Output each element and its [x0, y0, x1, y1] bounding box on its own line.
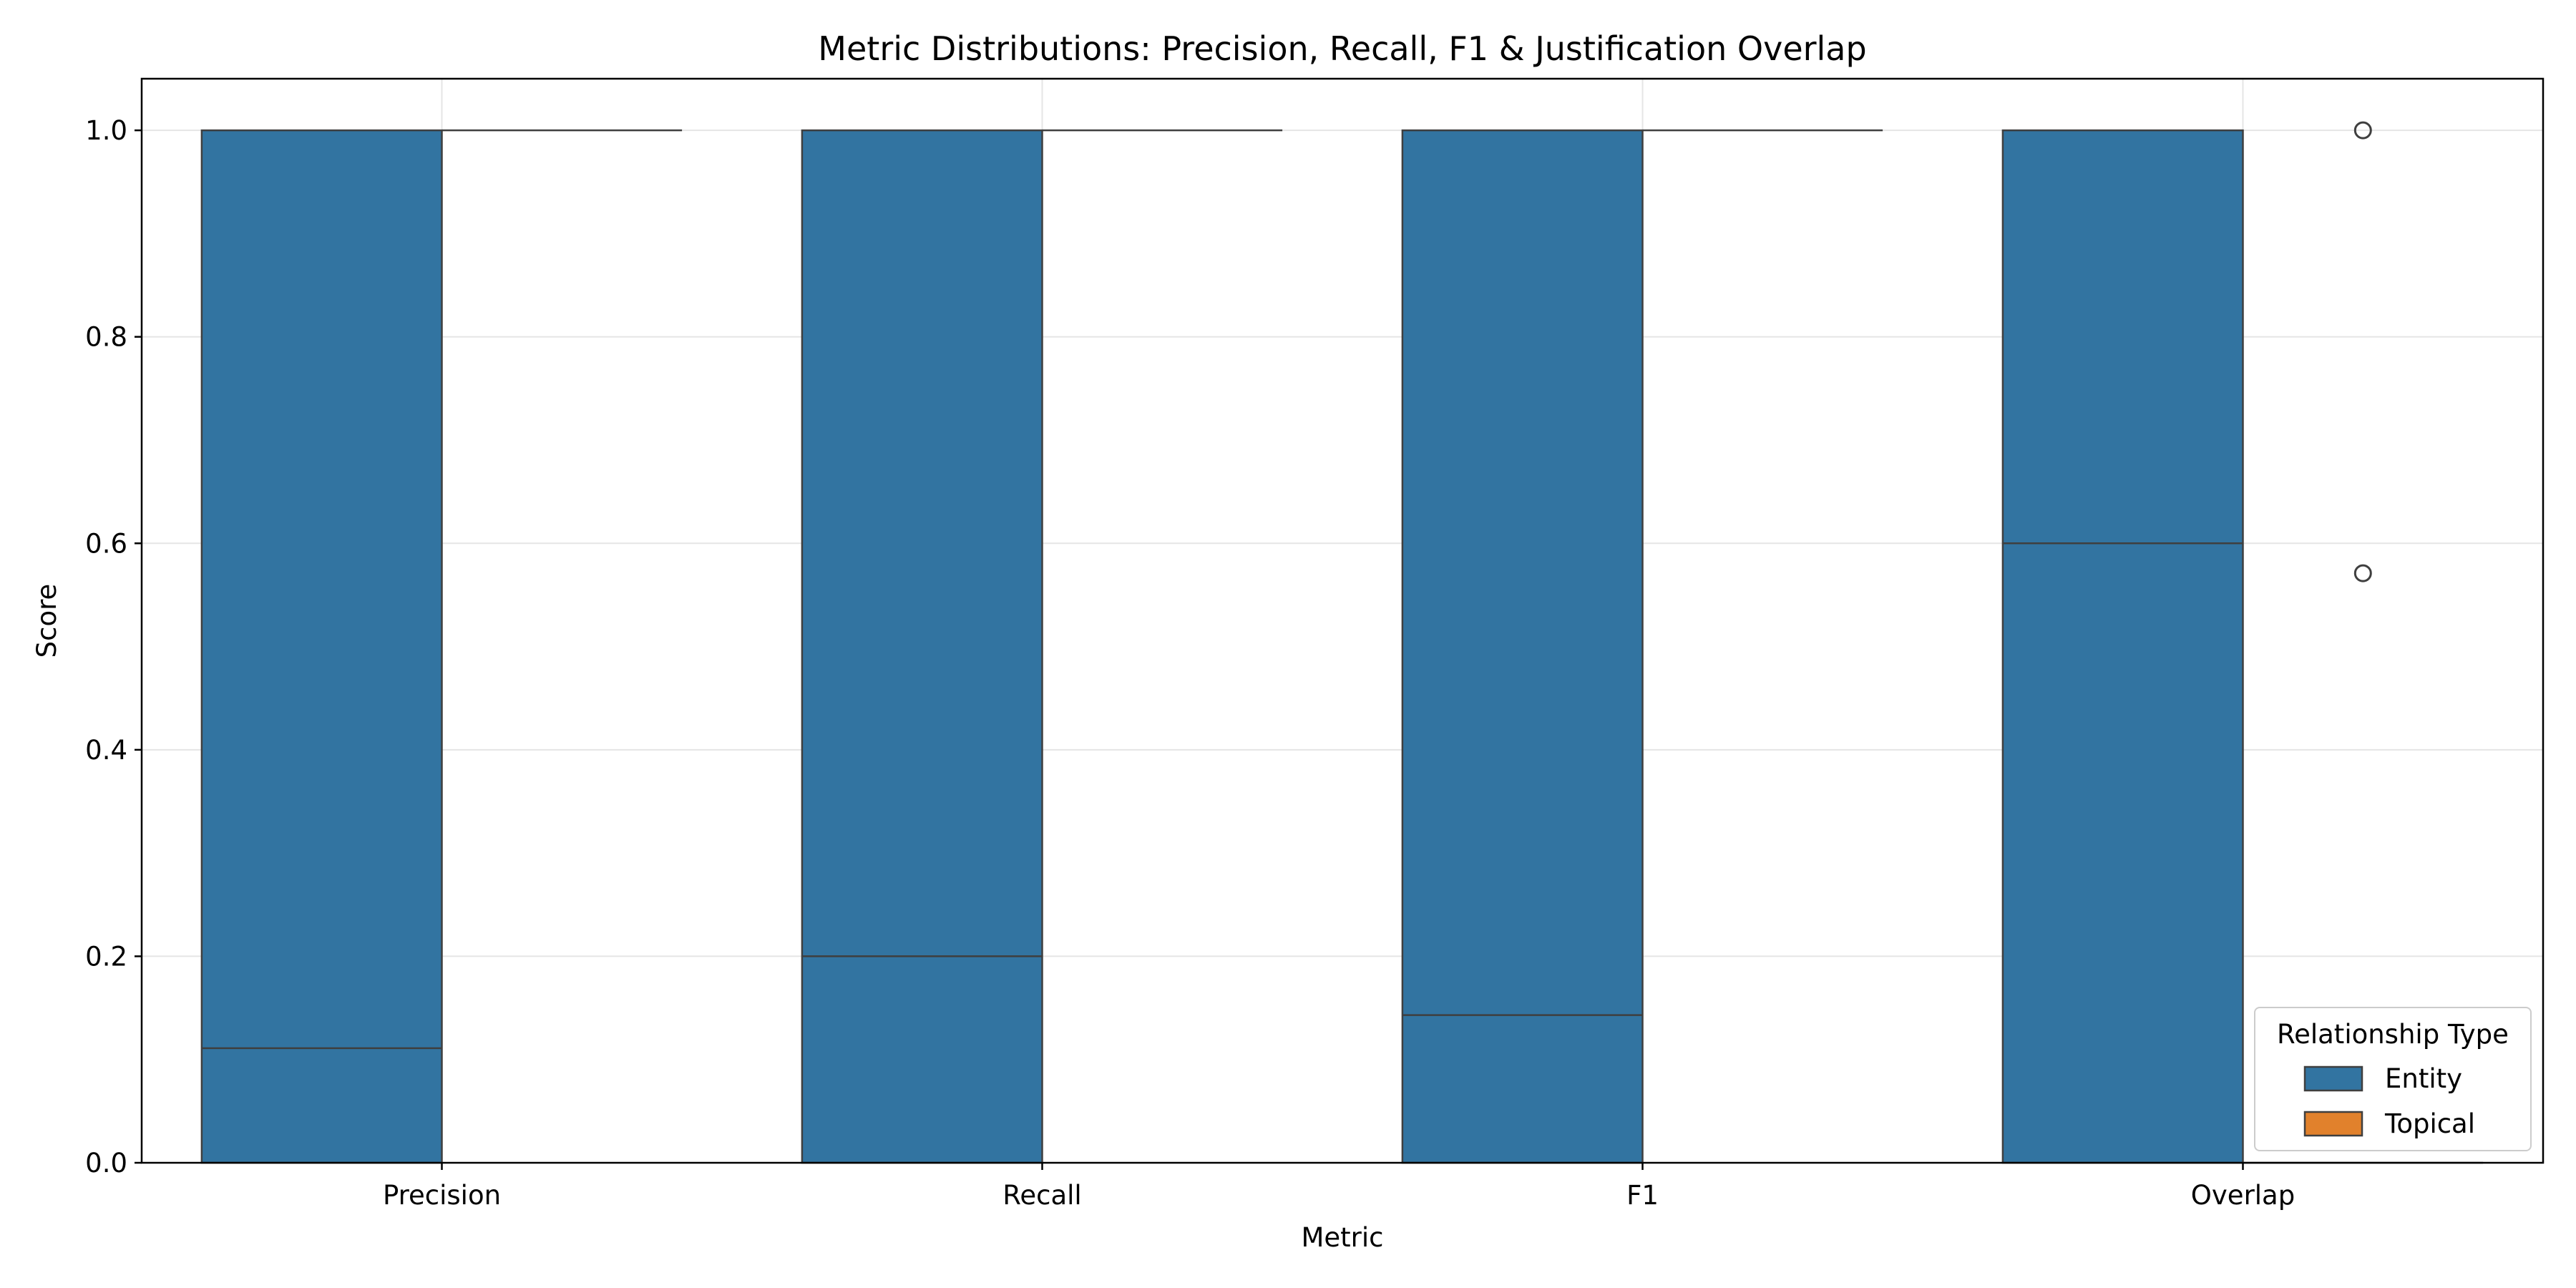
y-tick-label: 0.2: [85, 941, 127, 972]
x-tick-label-overlap: Overlap: [2191, 1180, 2295, 1211]
y-tick-label: 0.4: [85, 735, 127, 766]
x-axis-title: Metric: [1301, 1222, 1383, 1253]
legend: Relationship Type Entity Topical: [2254, 1007, 2532, 1151]
box-entity-overlap: [2001, 129, 2244, 1164]
box-entity-precision: [200, 129, 443, 1164]
box-entity-recall: [801, 129, 1043, 1164]
box-layer: [200, 129, 2484, 1164]
x-tick-label-recall: Recall: [1002, 1180, 1081, 1211]
y-tick-label: 0.8: [85, 322, 127, 353]
chart-title: Metric Distributions: Precision, Recall,…: [818, 29, 1866, 68]
outlier-layer: [2353, 121, 2372, 582]
legend-label-entity: Entity: [2385, 1063, 2462, 1094]
box-entity-f1: [1401, 129, 1644, 1164]
axis-layer: 0.0 0.2 0.4 0.6 0.8 1.0 Precision Recall F1 Overl…: [85, 115, 2295, 1211]
legend-title: Relationship Type: [2277, 1019, 2509, 1050]
plot-frame: [140, 77, 2545, 1164]
y-tick-label: 0.0: [85, 1148, 127, 1179]
legend-swatch-topical: [2303, 1111, 2363, 1137]
x-tick-label-f1: F1: [1626, 1180, 1659, 1211]
legend-swatch-entity: [2303, 1065, 2363, 1092]
y-tick-label: 1.0: [85, 115, 127, 146]
outlier-point: [2353, 121, 2372, 140]
y-tick-label: 0.6: [85, 528, 127, 559]
legend-label-topical: Topical: [2384, 1108, 2475, 1139]
legend-items: Entity Topical: [2303, 1063, 2475, 1139]
outlier-point: [2353, 564, 2372, 582]
x-tick-label-precision: Precision: [383, 1180, 501, 1211]
y-axis-title: Score: [31, 584, 62, 658]
